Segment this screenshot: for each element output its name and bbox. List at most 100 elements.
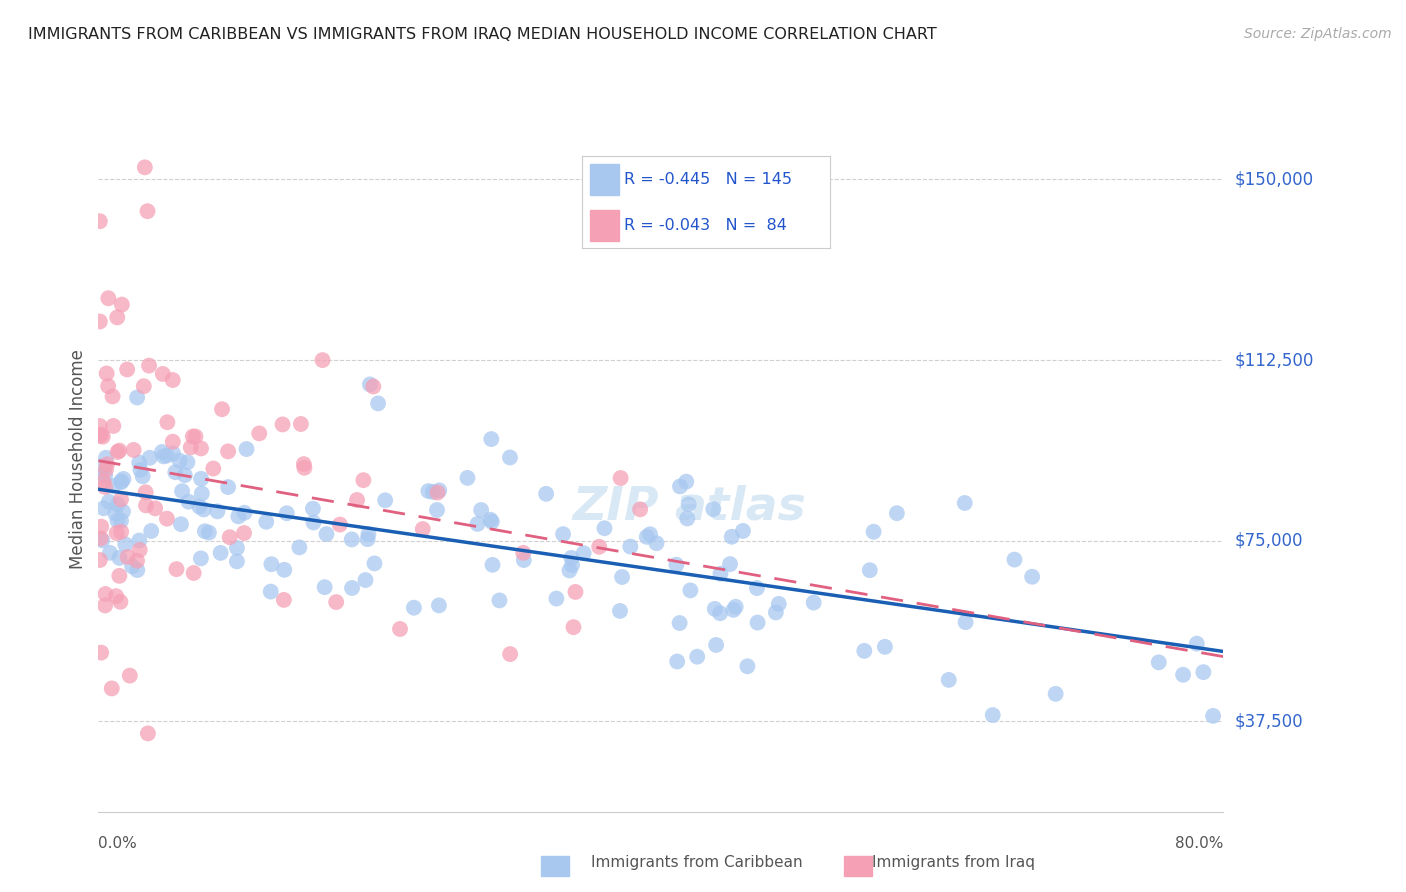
Point bbox=[94, 587, 117, 601]
Point bbox=[108, 443, 131, 458]
Point bbox=[363, 379, 385, 393]
Point bbox=[354, 573, 377, 587]
Point bbox=[678, 497, 700, 511]
Point bbox=[803, 596, 825, 610]
Point bbox=[184, 429, 207, 443]
Point bbox=[96, 457, 118, 471]
Point bbox=[226, 541, 249, 555]
Point bbox=[562, 620, 585, 634]
Point bbox=[374, 493, 396, 508]
Point bbox=[89, 553, 111, 567]
Point bbox=[426, 503, 449, 517]
Point bbox=[107, 498, 129, 512]
Text: $150,000: $150,000 bbox=[1234, 170, 1313, 188]
Point bbox=[134, 161, 156, 175]
Point bbox=[765, 606, 787, 620]
Point bbox=[90, 532, 112, 546]
Point bbox=[166, 562, 188, 576]
Point bbox=[479, 432, 502, 446]
Point bbox=[165, 465, 187, 479]
Point bbox=[194, 524, 217, 539]
Point bbox=[470, 503, 492, 517]
Point bbox=[356, 532, 378, 546]
Point bbox=[112, 472, 135, 486]
Point bbox=[89, 419, 111, 434]
Point bbox=[260, 558, 283, 572]
Point bbox=[100, 681, 122, 696]
Point bbox=[551, 527, 574, 541]
Point bbox=[90, 468, 112, 483]
Point bbox=[560, 550, 582, 565]
Text: 80.0%: 80.0% bbox=[1175, 836, 1223, 851]
Point bbox=[352, 473, 374, 487]
Point bbox=[367, 396, 389, 410]
Point bbox=[97, 379, 120, 393]
Point bbox=[314, 580, 336, 594]
Point bbox=[143, 501, 166, 516]
Point bbox=[218, 530, 240, 544]
Point bbox=[108, 569, 131, 583]
Point bbox=[103, 419, 125, 434]
Point bbox=[513, 553, 536, 567]
Point bbox=[273, 593, 295, 607]
Point bbox=[190, 472, 212, 486]
Point bbox=[173, 468, 195, 483]
Point bbox=[1192, 665, 1215, 680]
Point bbox=[91, 533, 114, 548]
Point bbox=[363, 557, 385, 571]
Point bbox=[479, 513, 502, 527]
Point bbox=[426, 485, 449, 500]
Text: $75,000: $75,000 bbox=[1234, 532, 1303, 549]
Point bbox=[108, 550, 131, 565]
Point bbox=[329, 517, 352, 532]
Point bbox=[125, 554, 148, 568]
Point bbox=[254, 515, 277, 529]
Point bbox=[121, 559, 143, 574]
Point bbox=[183, 566, 205, 580]
Point bbox=[247, 426, 270, 441]
Point bbox=[209, 546, 232, 560]
Point bbox=[488, 593, 510, 607]
Point bbox=[105, 526, 128, 541]
Text: 0.0%: 0.0% bbox=[98, 836, 138, 851]
Point bbox=[156, 511, 179, 525]
Point bbox=[94, 450, 117, 465]
Point bbox=[228, 509, 250, 524]
Point bbox=[217, 480, 239, 494]
Point bbox=[481, 515, 503, 529]
Text: Immigrants from Iraq: Immigrants from Iraq bbox=[872, 855, 1035, 870]
Point bbox=[162, 446, 184, 460]
Point bbox=[1171, 667, 1194, 681]
Point bbox=[703, 602, 725, 616]
Point bbox=[90, 427, 112, 442]
Point bbox=[276, 506, 298, 520]
Point bbox=[156, 415, 179, 429]
Point bbox=[271, 417, 294, 432]
Point bbox=[704, 638, 727, 652]
Point bbox=[1185, 637, 1208, 651]
Point bbox=[177, 494, 200, 508]
Point bbox=[853, 644, 876, 658]
Point bbox=[188, 500, 211, 514]
Point bbox=[768, 597, 790, 611]
Point bbox=[422, 485, 444, 500]
Point bbox=[628, 502, 651, 516]
Point bbox=[89, 429, 111, 443]
Text: ZIP atlas: ZIP atlas bbox=[572, 484, 806, 530]
Point bbox=[499, 450, 522, 465]
Point bbox=[679, 583, 702, 598]
Point bbox=[118, 668, 141, 682]
Point bbox=[609, 471, 631, 485]
Point bbox=[294, 460, 316, 475]
Point bbox=[233, 506, 256, 520]
Point bbox=[534, 487, 557, 501]
Point bbox=[481, 558, 503, 572]
Point bbox=[127, 563, 149, 577]
Point bbox=[152, 367, 174, 381]
Point bbox=[389, 622, 412, 636]
Point bbox=[152, 450, 174, 464]
Point bbox=[709, 606, 731, 620]
Point bbox=[1004, 552, 1026, 566]
Point bbox=[111, 505, 134, 519]
Point bbox=[105, 310, 128, 325]
